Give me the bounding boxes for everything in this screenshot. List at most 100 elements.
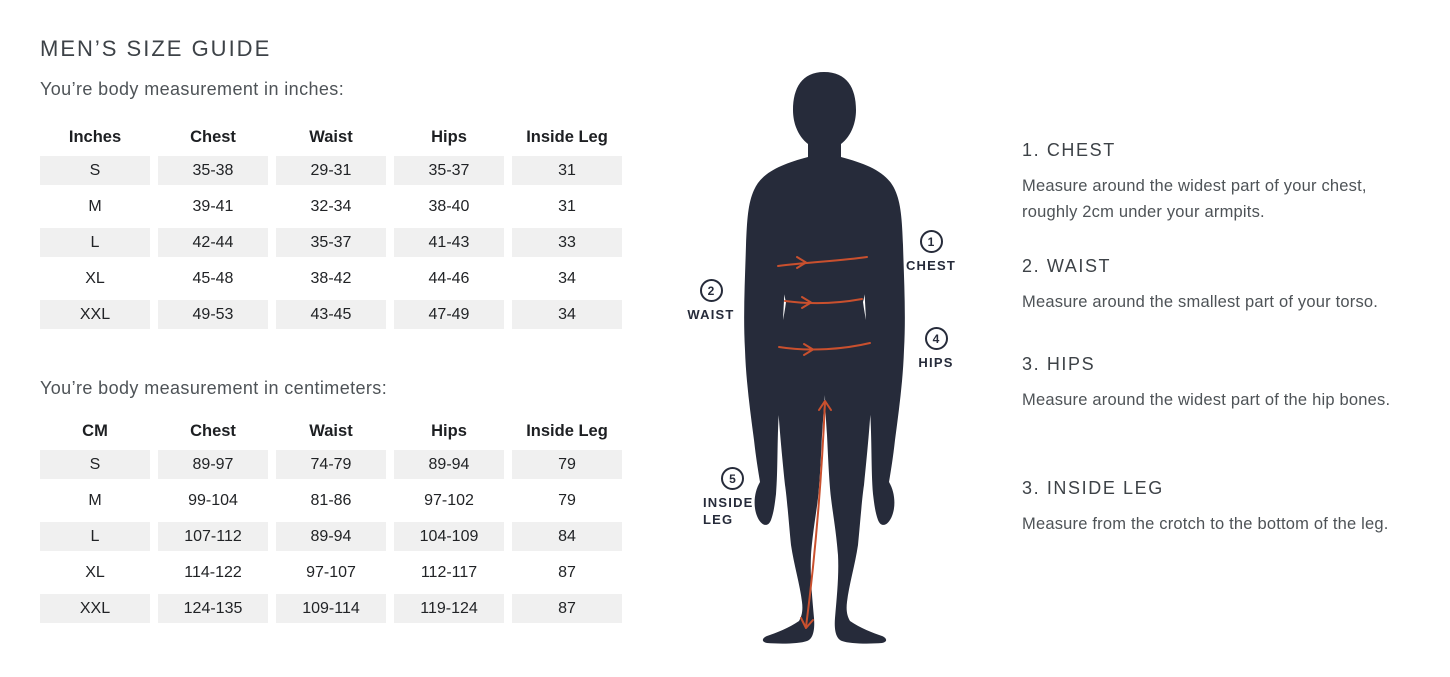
table-cell: 49-53 (158, 300, 268, 329)
column-header: Hips (431, 422, 467, 440)
table-cell: 109-114 (276, 594, 386, 623)
table-row: XL 114-122 97-107 112-117 87 (40, 558, 622, 587)
table-cell: 124-135 (158, 594, 268, 623)
waist-label: WAIST (687, 307, 735, 322)
table-cell: 79 (512, 450, 622, 479)
inside-leg-line (805, 401, 826, 628)
instruction-hips-heading: 3. HIPS (1022, 354, 1096, 374)
label-hips: 4 HIPS (901, 327, 971, 371)
table-cell: 29-31 (276, 156, 386, 185)
inside-leg-number-badge: 5 (721, 467, 744, 490)
table-cell: 87 (558, 564, 576, 581)
column-header: Chest (190, 128, 236, 146)
table-cell: 97-102 (424, 492, 474, 509)
table-cell: 89-94 (394, 450, 504, 479)
table-cell: 45-48 (192, 270, 234, 287)
page-title: MEN’S SIZE GUIDE (40, 36, 272, 61)
column-header: Hips (431, 128, 467, 146)
table-cell: 81-86 (310, 492, 352, 509)
table-row: M 99-104 81-86 97-102 79 (40, 486, 622, 515)
table-cell: 34 (558, 270, 576, 287)
male-silhouette-illustration (744, 72, 905, 644)
table-cell: M (88, 492, 102, 509)
table-cell: 39-41 (192, 198, 234, 215)
table-cell: 107-112 (158, 522, 268, 551)
size-table-centimeters: CM Chest Waist Hips Inside Leg S 89-97 74-79 89-… (40, 417, 622, 630)
instruction-inside-leg: 3. INSIDE LEG Measure from the crotch to… (1022, 478, 1422, 538)
size-table-inches: Inches Chest Waist Hips Inside Leg S 35-38 29-3… (40, 123, 622, 336)
instruction-inside-leg-heading: 3. INSIDE LEG (1022, 478, 1164, 498)
waist-arrow-line (784, 298, 863, 305)
table-cell: 84 (512, 522, 622, 551)
table-cell: 119-124 (394, 594, 504, 623)
chest-number-badge: 1 (919, 230, 943, 253)
hips-label: HIPS (918, 355, 954, 370)
column-header: Inside Leg (526, 128, 608, 146)
table-cell: M (88, 198, 102, 215)
chest-label: CHEST (905, 258, 957, 273)
instruction-inside-leg-body: Measure from the crotch to the bottom of… (1022, 515, 1389, 533)
table-cell: 112-117 (420, 564, 478, 581)
subtitle-centimeters: You’re body measurement in centimeters: (40, 378, 388, 398)
table-cell: 104-109 (394, 522, 504, 551)
table-cell: XL (85, 270, 105, 287)
column-header: CM (82, 422, 108, 440)
table-cell: S (40, 450, 150, 479)
table-cell: XXL (40, 594, 150, 623)
table-cell: 35-37 (394, 156, 504, 185)
table-cell: 89-94 (276, 522, 386, 551)
measurement-arrows (777, 256, 871, 629)
table-row: M 39-41 32-34 38-40 31 (40, 192, 622, 221)
subtitle-inches: You’re body measurement in inches: (40, 79, 345, 99)
instruction-hips: 3. HIPS Measure around the widest part o… (1022, 354, 1422, 414)
table-cell: 89-97 (158, 450, 268, 479)
hips-arrow-line (778, 342, 871, 351)
instruction-chest: 1. CHEST Measure around the widest part … (1022, 140, 1422, 225)
instruction-hips-body: Measure around the widest part of the hi… (1022, 391, 1391, 409)
table-row: S 89-97 74-79 89-94 79 (40, 450, 622, 479)
table-cell: 97-107 (306, 564, 356, 581)
table-cell: L (40, 522, 150, 551)
table-row: XL 45-48 38-42 44-46 34 (40, 264, 622, 293)
table-cell: 31 (512, 156, 622, 185)
chest-arrow-line (777, 256, 868, 267)
instruction-waist-heading: 2. WAIST (1022, 256, 1112, 276)
table-cell: 74-79 (276, 450, 386, 479)
table-header-row: CM Chest Waist Hips Inside Leg (40, 417, 622, 446)
table-row: L 42-44 35-37 41-43 33 (40, 228, 622, 257)
chest-arrowhead (796, 256, 807, 269)
column-header: Inches (68, 128, 122, 146)
table-cell: 43-45 (276, 300, 386, 329)
inside-leg-arrowhead-top (818, 400, 832, 411)
table-cell: 38-40 (428, 198, 470, 215)
table-cell: S (40, 156, 150, 185)
hips-arrowhead (803, 343, 814, 356)
inside-leg-arrowhead-bottom (800, 617, 814, 629)
table-row: S 35-38 29-31 35-37 31 (40, 156, 622, 185)
column-header: Chest (190, 422, 236, 440)
table-cell: 44-46 (428, 270, 470, 287)
waist-arrowhead (801, 296, 812, 309)
instruction-waist-body: Measure around the smallest part of your… (1022, 293, 1379, 311)
male-silhouette (744, 72, 905, 644)
table-cell: 42-44 (158, 228, 268, 257)
label-waist: 2 WAIST (676, 279, 746, 323)
instruction-waist: 2. WAIST Measure around the smallest par… (1022, 256, 1422, 316)
table-cell: 47-49 (394, 300, 504, 329)
table-header-row: Inches Chest Waist Hips Inside Leg (40, 123, 622, 152)
table-cell: L (40, 228, 150, 257)
table-cell: 41-43 (394, 228, 504, 257)
table-cell: XL (85, 564, 105, 581)
table-cell: 32-34 (310, 198, 352, 215)
table-cell: XXL (40, 300, 150, 329)
table-cell: 38-42 (310, 270, 352, 287)
table-cell: 31 (558, 198, 576, 215)
column-header: Inside Leg (526, 422, 608, 440)
table-cell: 79 (558, 492, 576, 509)
table-row: XXL 49-53 43-45 47-49 34 (40, 300, 622, 329)
table-row: XXL 124-135 109-114 119-124 87 (40, 594, 622, 623)
table-cell: 35-37 (276, 228, 386, 257)
instruction-chest-heading: 1. CHEST (1022, 140, 1116, 160)
column-header: Waist (309, 128, 353, 146)
